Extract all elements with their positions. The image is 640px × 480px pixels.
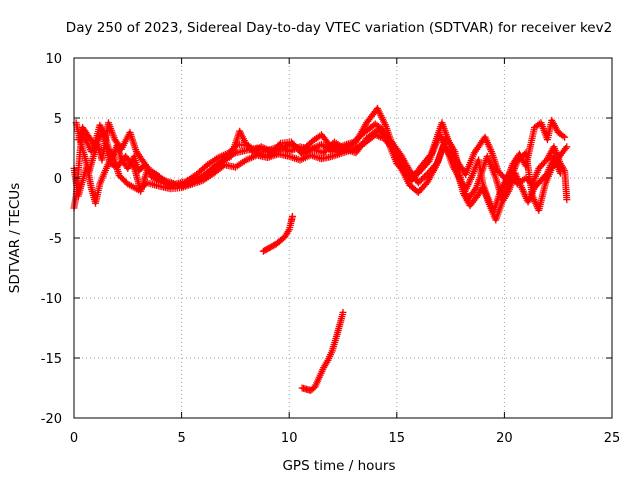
data-point xyxy=(327,141,335,149)
y-axis-label: SDTVAR / TECUs xyxy=(7,183,23,293)
y-tick-label: 0 xyxy=(54,172,62,187)
grid xyxy=(74,58,612,418)
data-point xyxy=(432,160,440,168)
data-series xyxy=(70,104,571,394)
data-point xyxy=(422,171,430,179)
y-tick-label: -15 xyxy=(41,352,62,367)
data-point xyxy=(232,142,240,150)
data-point xyxy=(324,144,332,152)
x-tick-label: 15 xyxy=(389,431,406,446)
x-tick-label: 20 xyxy=(496,431,513,446)
x-tick-label: 0 xyxy=(70,431,78,446)
x-tick-label: 25 xyxy=(604,431,621,446)
data-point xyxy=(562,144,570,152)
data-point xyxy=(414,179,422,187)
data-point xyxy=(559,132,567,140)
data-point xyxy=(563,143,571,151)
data-point xyxy=(563,196,571,204)
data-point xyxy=(419,174,427,182)
y-tick-label: 10 xyxy=(45,52,62,67)
data-point xyxy=(416,177,424,185)
data-point xyxy=(254,149,262,157)
data-point xyxy=(561,133,569,141)
y-tick-label: -5 xyxy=(49,232,62,247)
y-tick-label: -10 xyxy=(41,292,62,307)
data-point xyxy=(323,146,331,154)
data-point xyxy=(326,143,334,151)
y-tick-label: 5 xyxy=(54,112,62,127)
data-point xyxy=(426,152,434,160)
data-point xyxy=(339,308,347,316)
y-tick-label: -20 xyxy=(41,412,62,427)
data-point xyxy=(556,169,564,177)
data-point xyxy=(320,149,328,157)
data-point xyxy=(417,176,425,184)
x-tick-label: 5 xyxy=(177,431,185,446)
x-tick-label: 10 xyxy=(281,431,298,446)
data-point xyxy=(129,162,137,170)
data-point xyxy=(420,173,428,181)
x-axis-label: GPS time / hours xyxy=(282,458,395,474)
axis-ticks: 0 5 10 15 20 25 10 5 0 -5 -10 -15 -20 xyxy=(41,52,621,446)
chart-title: Day 250 of 2023, Sidereal Day-to-day VTE… xyxy=(66,20,612,36)
data-point xyxy=(321,147,329,155)
data-point xyxy=(288,212,296,220)
